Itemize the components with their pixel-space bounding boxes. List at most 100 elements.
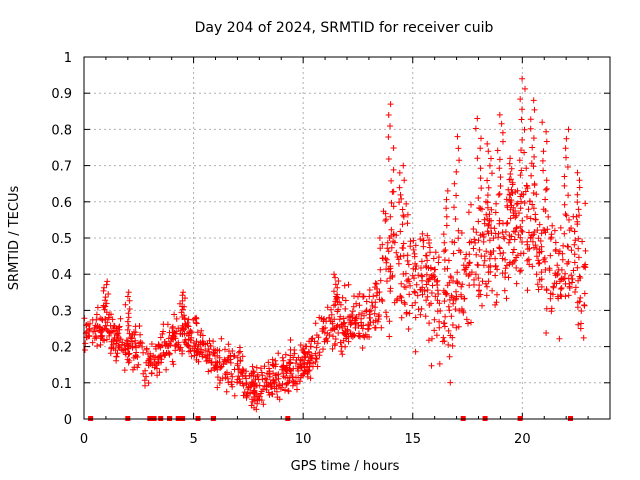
- data-point: [500, 249, 507, 256]
- data-point: [396, 169, 403, 176]
- data-point: [82, 347, 88, 353]
- data-point: [450, 278, 457, 284]
- data-point: [549, 222, 556, 229]
- data-point: [330, 302, 337, 309]
- data-point: [372, 280, 379, 287]
- data-point: [481, 220, 488, 227]
- data-point: [435, 254, 442, 261]
- data-point: [535, 260, 542, 267]
- data-point: [576, 298, 583, 305]
- data-point: [419, 277, 425, 284]
- data-point: [356, 302, 363, 309]
- data-point: [420, 237, 427, 244]
- data-point: [406, 291, 413, 298]
- data-point: [412, 289, 419, 296]
- data-point: [533, 253, 540, 260]
- data-point: [533, 191, 540, 198]
- data-point: [339, 294, 346, 301]
- data-point: [519, 136, 526, 143]
- data-point: [101, 284, 107, 291]
- data-point: [390, 166, 397, 173]
- data-point: [497, 250, 504, 257]
- data-point: [518, 116, 525, 123]
- data-point: [545, 213, 552, 220]
- data-point: [441, 239, 448, 246]
- data-point: [92, 322, 99, 329]
- data-point: [507, 206, 514, 213]
- data-point: [206, 351, 213, 358]
- data-point: [483, 211, 490, 218]
- data-point: [485, 148, 492, 155]
- data-point: [338, 321, 345, 328]
- data-point: [459, 281, 466, 288]
- data-point: [412, 242, 419, 249]
- data-point: [297, 342, 304, 348]
- data-point: [102, 316, 109, 322]
- data-point: [103, 281, 110, 288]
- data-point: [473, 251, 480, 258]
- data-point: [475, 287, 482, 294]
- data-point: [202, 347, 209, 354]
- data-point: [137, 331, 144, 338]
- data-point: [441, 323, 448, 330]
- data-point: [508, 186, 515, 193]
- data-point: [97, 335, 104, 342]
- data-point: [564, 243, 571, 250]
- data-point: [124, 345, 131, 352]
- data-point: [163, 366, 170, 373]
- data-point: [472, 271, 479, 278]
- data-point: [266, 368, 273, 375]
- data-point: [476, 246, 483, 253]
- data-point: [518, 167, 525, 174]
- data-point: [141, 377, 148, 384]
- data-point: [571, 259, 578, 266]
- data-point: [185, 342, 192, 349]
- data-point: [499, 129, 506, 136]
- data-point: [329, 345, 336, 352]
- data-point: [393, 249, 400, 256]
- data-point: [441, 257, 448, 263]
- data-point: [455, 227, 462, 234]
- data-point: [443, 196, 450, 203]
- data-point: [267, 379, 274, 386]
- data-point: [332, 274, 339, 281]
- data-point: [136, 342, 142, 349]
- data-point: [540, 167, 547, 174]
- data-point: [132, 343, 139, 350]
- data-point: [185, 323, 192, 330]
- data-point: [513, 280, 520, 287]
- data-point: [262, 375, 269, 382]
- data-point: [372, 299, 379, 306]
- data-point: [557, 224, 564, 231]
- data-point: [488, 251, 495, 258]
- x-axis-label: GPS time / hours: [291, 459, 400, 474]
- data-point: [529, 201, 536, 208]
- data-point: [446, 353, 453, 360]
- data-point: [403, 309, 410, 316]
- data-point: [385, 112, 392, 118]
- data-point: [488, 225, 494, 231]
- data-point: [188, 334, 195, 341]
- data-point: [543, 128, 550, 135]
- data-point: [421, 288, 428, 294]
- data-point: [578, 320, 584, 327]
- data-point: [517, 96, 524, 103]
- data-point: [581, 302, 588, 309]
- data-point: [481, 257, 488, 264]
- data-point: [485, 269, 492, 276]
- data-point: [496, 156, 503, 163]
- data-point: [193, 315, 200, 322]
- data-point: [530, 190, 537, 196]
- data-point: [435, 259, 442, 266]
- data-point: [287, 359, 294, 366]
- data-point: [208, 359, 215, 366]
- data-point: [468, 269, 475, 276]
- data-point: [415, 272, 422, 279]
- data-point: [229, 383, 236, 390]
- data-point: [448, 292, 455, 299]
- data-point: [328, 306, 335, 313]
- data-point: [94, 304, 101, 311]
- data-point: [93, 311, 100, 318]
- data-point: [85, 321, 91, 327]
- data-point: [303, 364, 310, 371]
